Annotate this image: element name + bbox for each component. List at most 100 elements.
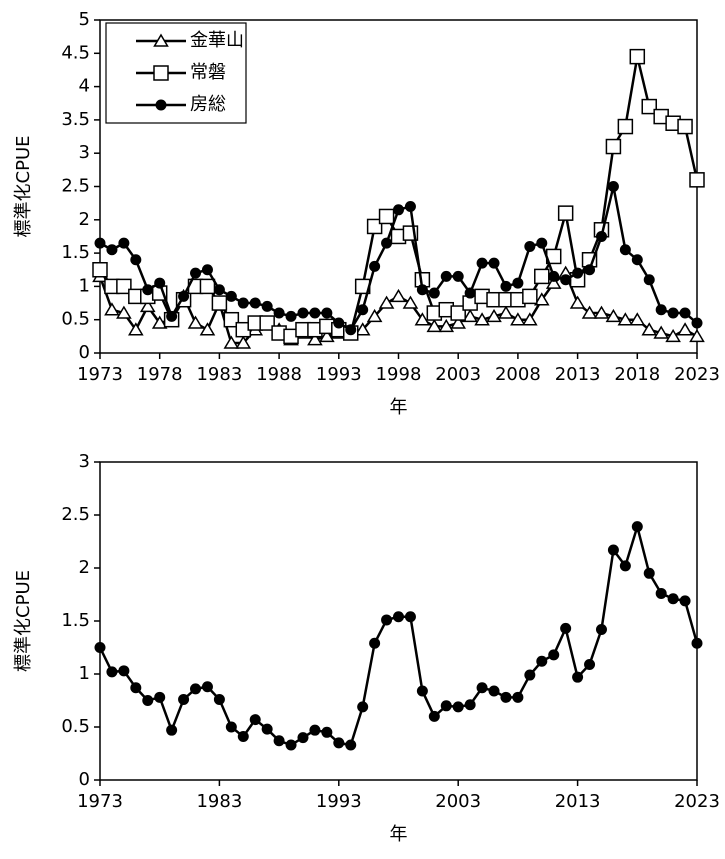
x-tick-label: 1983 [196,791,242,812]
triangle-marker [665,328,681,343]
circle-marker [655,304,667,316]
square-marker [92,262,108,278]
circle-marker [643,274,655,286]
circle-marker [213,693,225,705]
circle-marker [584,264,596,276]
square-marker [153,65,169,81]
triangle-marker [104,302,120,316]
y-tick-label: 0 [79,769,90,790]
circle-marker [190,683,202,695]
y-tick-label: 0.5 [61,309,90,330]
circle-marker [297,307,309,319]
circle-marker [190,267,202,279]
triangle-marker [677,322,693,336]
circle-marker [667,593,679,605]
circle-marker [416,284,428,296]
triangle-marker [153,33,169,47]
circle-marker [249,714,261,726]
series-line [98,522,699,747]
square-marker [617,118,634,135]
circle-marker [428,710,440,722]
circle-marker [691,317,703,329]
legend-label: 房総 [190,94,226,115]
legend-label: 金華山 [190,30,244,51]
y-tick-label: 3 [79,142,90,163]
circle-marker [321,307,333,319]
circle-marker [118,237,130,249]
circle-marker [607,181,619,192]
circle-marker [536,237,548,249]
triangle-marker [307,332,323,346]
circle-marker [536,655,548,667]
y-axis-title: 標準化CPUE [13,136,34,238]
circle-marker [655,587,667,599]
triangle-marker [319,328,335,343]
x-tick-label: 1978 [137,364,183,385]
square-marker [366,218,383,235]
circle-marker [452,701,464,713]
x-tick-label: 2023 [674,791,720,812]
circle-marker [404,611,416,623]
circle-marker [225,721,237,733]
circle-marker [201,681,213,693]
circle-marker [106,666,118,678]
square-marker [557,205,574,221]
circle-marker [142,284,154,296]
circle-marker [155,99,167,111]
circle-marker [416,685,428,697]
triangle-marker [486,308,502,323]
y-tick-label: 2.5 [61,504,90,525]
circle-marker [357,701,369,713]
circle-marker [500,280,512,292]
triangle-marker [187,315,204,329]
circle-marker [584,658,596,670]
circle-marker [321,726,333,738]
circle-marker [369,260,381,272]
triangle-marker [438,318,455,333]
circle-marker [285,739,297,751]
y-tick-label: 5 [79,9,90,30]
triangle-marker [474,312,490,326]
circle-marker [607,544,619,556]
circle-marker [154,691,166,703]
circle-marker [548,270,560,282]
circle-marker [560,274,572,286]
circle-marker [440,700,452,712]
circle-marker [393,611,404,623]
triangle-marker [617,312,634,326]
square-marker [211,295,228,311]
circle-marker [381,237,393,249]
circle-marker [488,257,500,269]
triangle-marker [199,322,216,336]
y-tick-label: 3.5 [61,109,90,130]
square-marker [522,288,538,305]
circle-marker [261,723,273,735]
circle-marker [500,691,512,703]
square-marker [641,98,657,115]
circle-marker [94,237,106,249]
circle-marker [560,622,572,634]
circle-marker [548,649,560,661]
circle-marker [357,304,369,316]
triangle-marker [426,318,443,333]
triangle-marker [402,295,419,309]
circle-marker [345,739,357,751]
circle-marker [345,324,357,336]
circle-marker [595,230,607,242]
circle-marker [691,637,703,649]
triangle-marker [593,305,610,319]
square-marker [629,48,646,65]
circle-marker [393,204,404,216]
triangle-marker [414,312,431,326]
y-tick-label: 1.5 [61,242,90,263]
triangle-marker [128,322,144,336]
circle-marker [154,277,166,289]
triangle-marker [581,305,598,319]
circle-marker [476,682,488,694]
x-tick-label: 1988 [256,364,302,385]
square-marker [450,305,466,321]
circle-marker [404,200,416,212]
square-marker [689,172,705,188]
square-marker [605,138,622,155]
triangle-marker [139,298,156,313]
